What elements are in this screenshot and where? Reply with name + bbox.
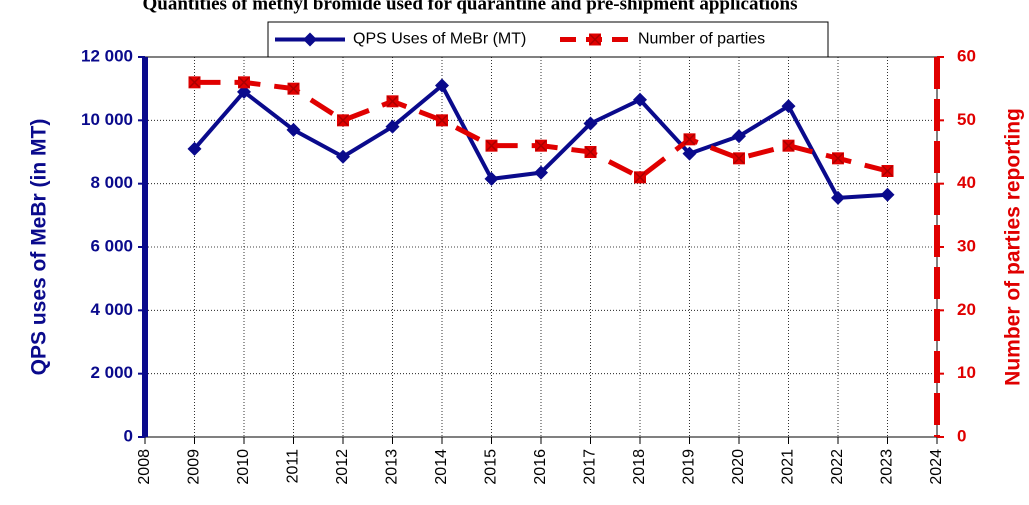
y-tick-label: 6 000 [90,236,133,255]
x-tick-label: 2009 [186,449,203,485]
x-tick-label: 2023 [879,449,896,485]
y2-tick-label: 0 [957,426,966,445]
point [286,122,301,137]
y-tick-label: 8 000 [90,173,133,192]
point [583,116,598,131]
y2-axis-title: Number of parties reporting [1002,108,1025,386]
point-cross [634,171,646,183]
point-cross [584,146,597,158]
point-cross [535,140,547,152]
x-tick-label: 2024 [928,449,945,485]
y-tick-label: 10 000 [81,110,133,129]
y2-tick-label: 30 [957,236,976,255]
y2-tick-label: 60 [957,46,976,65]
point [435,78,449,93]
point-cross [386,95,399,107]
point-cross [287,83,300,95]
point-cross [683,133,696,145]
point [732,129,746,144]
y-tick-label: 12 000 [81,46,133,65]
point [831,190,845,205]
y-axis-title: QPS uses of MeBr (in MT) [28,119,51,376]
point-cross [238,76,250,88]
chart-title: Quantities of methyl bromide used for qu… [142,0,797,14]
x-tick-label: 2019 [681,449,698,485]
legend-box [267,21,829,58]
point-cross [782,140,795,152]
point-cross [881,165,894,177]
point-cross [832,152,844,164]
point [187,141,202,156]
point [303,32,317,47]
legend-label: Number of parties [638,31,765,48]
point [682,146,697,161]
point-cross [485,140,498,152]
point-cross [188,76,201,88]
point [484,171,499,186]
point [880,187,895,202]
x-tick-label: 2012 [334,449,351,485]
point [633,92,647,107]
legend-label: QPS Uses of MeBr (MT) [353,31,526,48]
x-tick-label: 2010 [235,449,252,485]
x-tick-label: 2016 [532,449,549,485]
point-cross [337,114,349,126]
point [534,165,548,180]
y-tick-label: 2 000 [90,363,133,382]
x-tick-label: 2011 [285,449,302,484]
x-tick-label: 2008 [136,449,153,485]
x-tick-label: 2013 [384,449,401,485]
point-cross [589,33,601,46]
x-tick-label: 2020 [730,449,747,485]
point [385,119,400,134]
x-tick-label: 2015 [483,449,500,485]
y-tick-label: 0 [124,426,133,445]
point [336,149,350,164]
y2-tick-label: 50 [957,110,976,129]
y2-tick-label: 10 [957,363,976,382]
x-tick-label: 2014 [433,449,450,485]
y2-tick-label: 20 [957,300,976,319]
y2-tick-label: 40 [957,173,976,192]
x-tick-label: 2022 [829,449,846,485]
x-tick-label: 2021 [780,449,797,485]
y-tick-label: 4 000 [90,300,133,319]
point-cross [436,114,448,126]
point-cross [733,152,745,164]
x-tick-label: 2017 [582,449,599,485]
x-tick-label: 2018 [631,449,648,485]
point [781,99,796,114]
